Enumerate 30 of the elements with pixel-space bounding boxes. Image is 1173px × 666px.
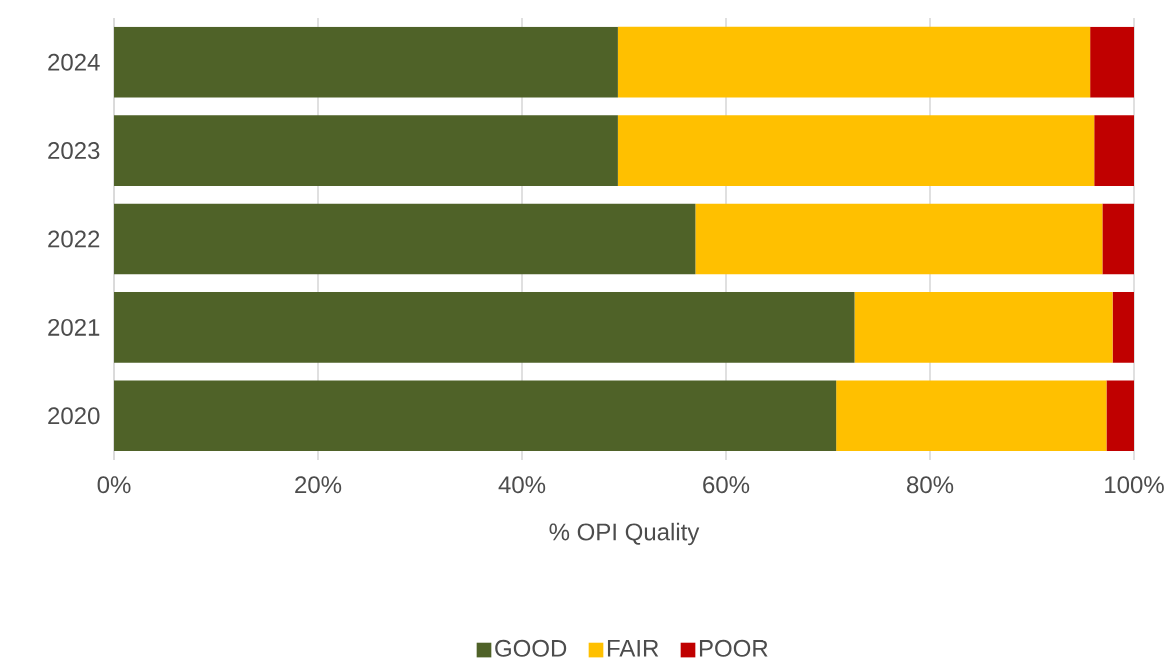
y-tick-label: 2020 (48, 407, 100, 425)
x-tick-label: 60% (703, 476, 750, 494)
x-tick-label: 80% (907, 476, 954, 494)
x-tick-label: 40% (498, 476, 546, 494)
bar (836, 380, 1107, 452)
y-tick-label: 2023 (48, 142, 100, 160)
bar (114, 115, 618, 186)
bar (617, 115, 1095, 186)
bar (114, 380, 837, 452)
bar (1112, 292, 1135, 363)
legend-label: POOR (699, 639, 768, 657)
bar (114, 26, 618, 98)
bar (1090, 26, 1135, 98)
y-tick-label: 2022 (48, 230, 100, 248)
bar (114, 292, 855, 363)
y-tick-label: 2024 (48, 53, 100, 71)
legend-label: FAIR (607, 639, 659, 657)
x-tick-label: 0% (97, 476, 131, 494)
bar (114, 203, 696, 275)
bar (617, 26, 1091, 98)
bar (1106, 380, 1135, 452)
x-tick-label: 100% (1105, 476, 1164, 494)
x-tick-label: 20% (295, 476, 342, 494)
bar (1094, 115, 1135, 186)
bar (695, 203, 1103, 275)
bar (1102, 203, 1135, 275)
bar (854, 292, 1113, 363)
x-axis-title: % OPI Quality (549, 522, 700, 546)
y-tick-label: 2021 (48, 318, 100, 336)
legend-label: GOOD (495, 639, 567, 657)
